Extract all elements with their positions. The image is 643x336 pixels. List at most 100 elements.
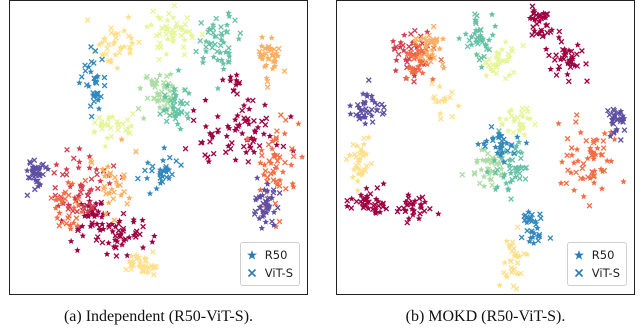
point-star-marker <box>276 177 284 184</box>
point-x-marker <box>199 31 205 38</box>
point-star-marker <box>164 17 171 24</box>
point-star-marker <box>590 152 598 159</box>
point-star-marker <box>542 45 550 52</box>
point-x-marker <box>240 143 247 150</box>
point-x-marker <box>583 61 589 67</box>
point-star-marker <box>273 50 280 57</box>
point-star-marker <box>44 165 52 172</box>
point-x-marker <box>262 121 269 128</box>
point-x-marker <box>473 20 479 27</box>
point-x-marker <box>213 15 220 22</box>
point-x-marker <box>578 175 584 182</box>
point-star-marker <box>410 207 417 214</box>
point-star-marker <box>65 179 72 186</box>
point-star-marker <box>601 130 608 137</box>
point-x-marker <box>100 169 107 175</box>
point-x-marker <box>276 183 283 189</box>
point-x-marker <box>494 166 501 173</box>
point-x-marker <box>489 137 496 144</box>
point-star-marker <box>429 51 436 58</box>
point-star-marker <box>169 38 177 45</box>
point-x-marker <box>472 18 479 25</box>
point-star-marker <box>411 72 418 79</box>
point-star-marker <box>234 112 241 119</box>
point-star-marker <box>402 56 409 63</box>
point-x-marker <box>394 208 401 215</box>
point-star-marker <box>508 241 515 248</box>
point-x-marker <box>107 170 114 176</box>
point-x-marker <box>56 222 63 229</box>
point-star-marker <box>104 57 112 64</box>
point-star-marker <box>526 238 533 245</box>
point-x-marker <box>110 195 117 202</box>
point-star-marker <box>484 165 492 172</box>
point-star-marker <box>620 114 628 122</box>
point-star-marker <box>397 43 404 50</box>
point-star-marker <box>269 65 276 72</box>
point-star-marker <box>416 42 423 49</box>
point-x-marker <box>268 47 274 54</box>
point-star-marker <box>290 183 297 190</box>
point-star-marker <box>514 164 521 171</box>
point-star-marker <box>507 178 514 185</box>
point-star-marker <box>235 35 242 42</box>
point-star-marker <box>258 33 266 40</box>
point-x-marker <box>476 180 483 187</box>
point-star-marker <box>240 102 248 109</box>
point-star-marker <box>135 262 143 269</box>
point-star-marker <box>87 68 94 75</box>
point-star-marker <box>483 137 490 144</box>
point-x-marker <box>556 63 563 70</box>
point-star-marker <box>58 217 65 224</box>
point-x-marker <box>537 211 543 217</box>
point-x-marker <box>115 126 121 133</box>
point-x-marker <box>150 271 157 278</box>
point-x-marker <box>580 160 587 167</box>
point-star-marker <box>217 49 224 56</box>
point-x-marker <box>510 129 517 136</box>
point-star-marker <box>485 36 493 43</box>
point-x-marker <box>522 165 528 172</box>
point-star-marker <box>93 220 101 227</box>
point-x-marker <box>139 268 146 274</box>
point-x-marker <box>610 130 617 136</box>
point-x-marker <box>245 158 252 165</box>
point-x-marker <box>92 48 99 54</box>
point-star-marker <box>163 84 171 91</box>
point-star-marker <box>79 232 87 239</box>
point-star-marker <box>246 105 253 112</box>
point-x-marker <box>426 32 432 39</box>
point-star-marker <box>480 173 488 180</box>
point-star-marker <box>494 149 501 156</box>
point-x-marker <box>105 41 112 48</box>
point-star-marker <box>500 158 508 165</box>
legend-item-vits: ViT-S <box>247 264 293 282</box>
point-x-marker <box>600 138 607 144</box>
point-star-marker <box>489 67 496 74</box>
point-star-marker <box>473 159 481 166</box>
point-star-marker <box>494 60 502 67</box>
point-x-marker <box>225 58 232 65</box>
point-star-marker <box>356 157 363 164</box>
point-star-marker <box>202 48 210 55</box>
point-x-marker <box>519 105 526 112</box>
point-x-marker <box>277 112 284 118</box>
point-star-marker <box>616 115 623 122</box>
point-star-marker <box>415 215 423 222</box>
point-star-marker <box>368 96 376 103</box>
x-marker-icon <box>247 268 256 278</box>
point-star-marker <box>503 57 511 64</box>
point-x-marker <box>64 146 70 153</box>
point-x-marker <box>573 112 580 118</box>
point-star-marker <box>568 151 576 158</box>
point-x-marker <box>518 125 525 131</box>
point-star-marker <box>611 136 618 143</box>
point-star-marker <box>52 204 59 211</box>
point-star-marker <box>86 197 93 204</box>
point-star-marker <box>362 120 369 127</box>
point-star-marker <box>106 180 113 187</box>
point-x-marker <box>514 224 521 231</box>
point-star-marker <box>146 190 154 197</box>
point-x-marker <box>82 62 88 69</box>
point-star-marker <box>202 123 210 130</box>
